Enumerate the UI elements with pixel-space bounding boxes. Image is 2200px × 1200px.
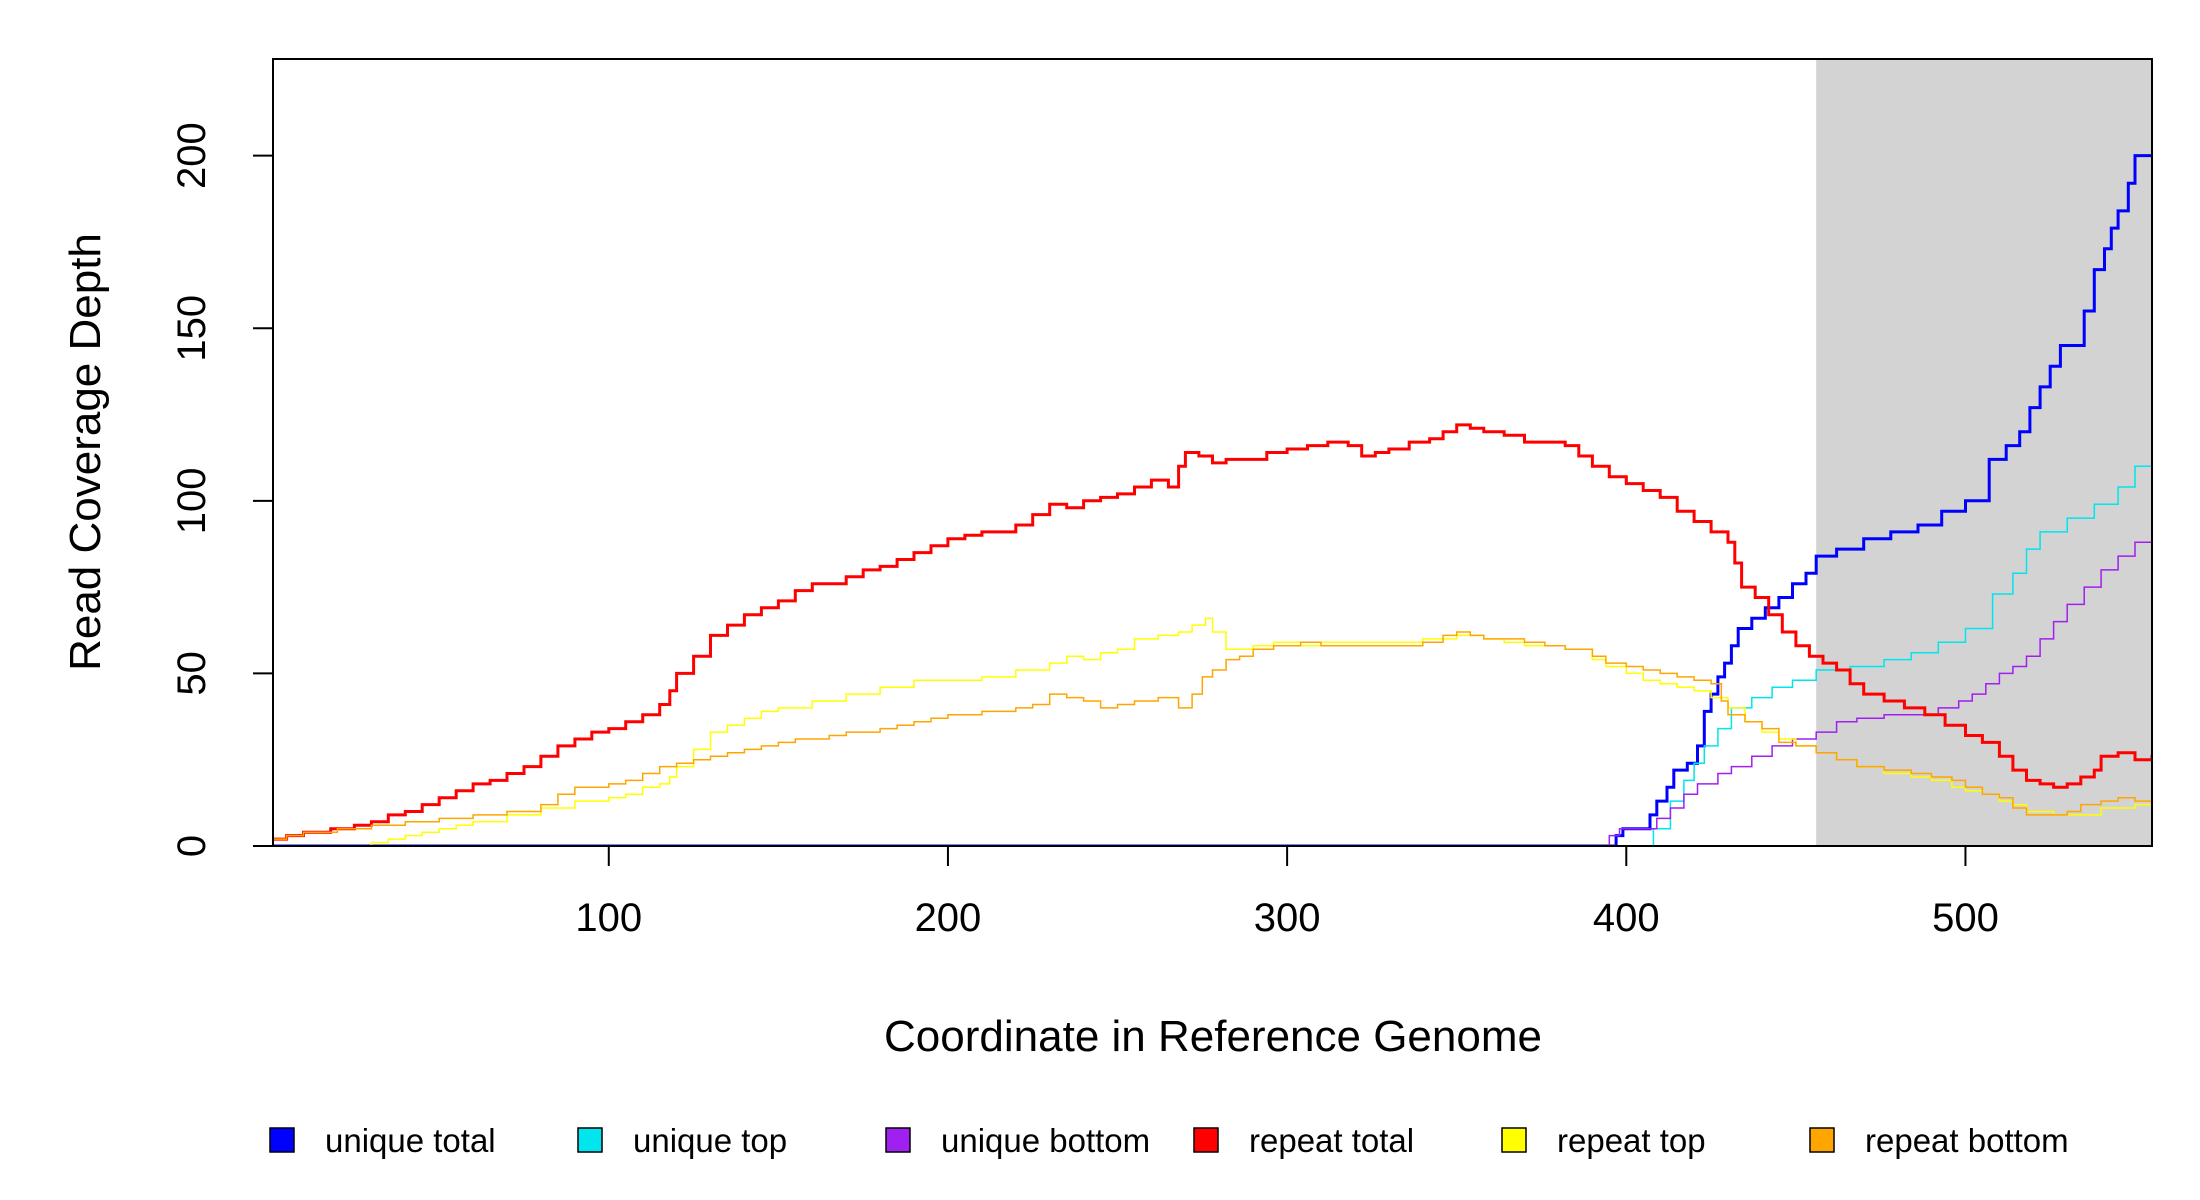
series-line-unique-top: [273, 465, 2152, 846]
y-tick-label: 100: [170, 467, 214, 534]
y-axis-title: Read Coverage Depth: [61, 233, 110, 671]
y-tick-label: 150: [170, 295, 214, 362]
legend-swatch: [577, 1127, 603, 1153]
x-tick-label: 500: [1932, 896, 1999, 940]
x-tick-label: 200: [915, 896, 982, 940]
y-tick-label: 200: [170, 122, 214, 189]
series-line-unique-total: [273, 154, 2152, 846]
x-axis-title: Coordinate in Reference Genome: [884, 1012, 1542, 1061]
x-tick-label: 400: [1593, 896, 1660, 940]
x-axis: 100 200 300 400 500: [575, 846, 1999, 940]
legend-swatch: [885, 1127, 911, 1153]
legend-swatch: [1193, 1127, 1219, 1153]
series-line-unique-bottom: [273, 531, 2152, 846]
x-tick-label: 100: [575, 896, 642, 940]
legend-label: repeat top: [1557, 1122, 1706, 1159]
legend-swatch: [269, 1127, 295, 1153]
y-tick-label: 0: [170, 835, 214, 857]
legend-label: unique bottom: [941, 1122, 1150, 1159]
plot-frame: [272, 58, 2153, 847]
series-line-repeat-bottom: [273, 631, 2152, 840]
legend: unique total unique top unique bottom repea…: [269, 1122, 2069, 1159]
y-tick-label: 50: [170, 651, 214, 696]
legend-label: repeat total: [1249, 1122, 1414, 1159]
legend-label: unique top: [633, 1122, 787, 1159]
legend-label: repeat bottom: [1865, 1122, 2069, 1159]
series-layer: [273, 154, 2152, 846]
shaded-region-layer: [1816, 59, 2152, 846]
x-tick-label: 300: [1254, 896, 1321, 940]
legend-swatch: [1501, 1127, 1527, 1153]
y-axis: 0 50 100 150 200: [170, 122, 273, 857]
shaded-region: [1816, 59, 2152, 846]
legend-swatch: [1809, 1127, 1835, 1153]
legend-label: unique total: [325, 1122, 496, 1159]
series-line-repeat-total: [273, 423, 2152, 841]
